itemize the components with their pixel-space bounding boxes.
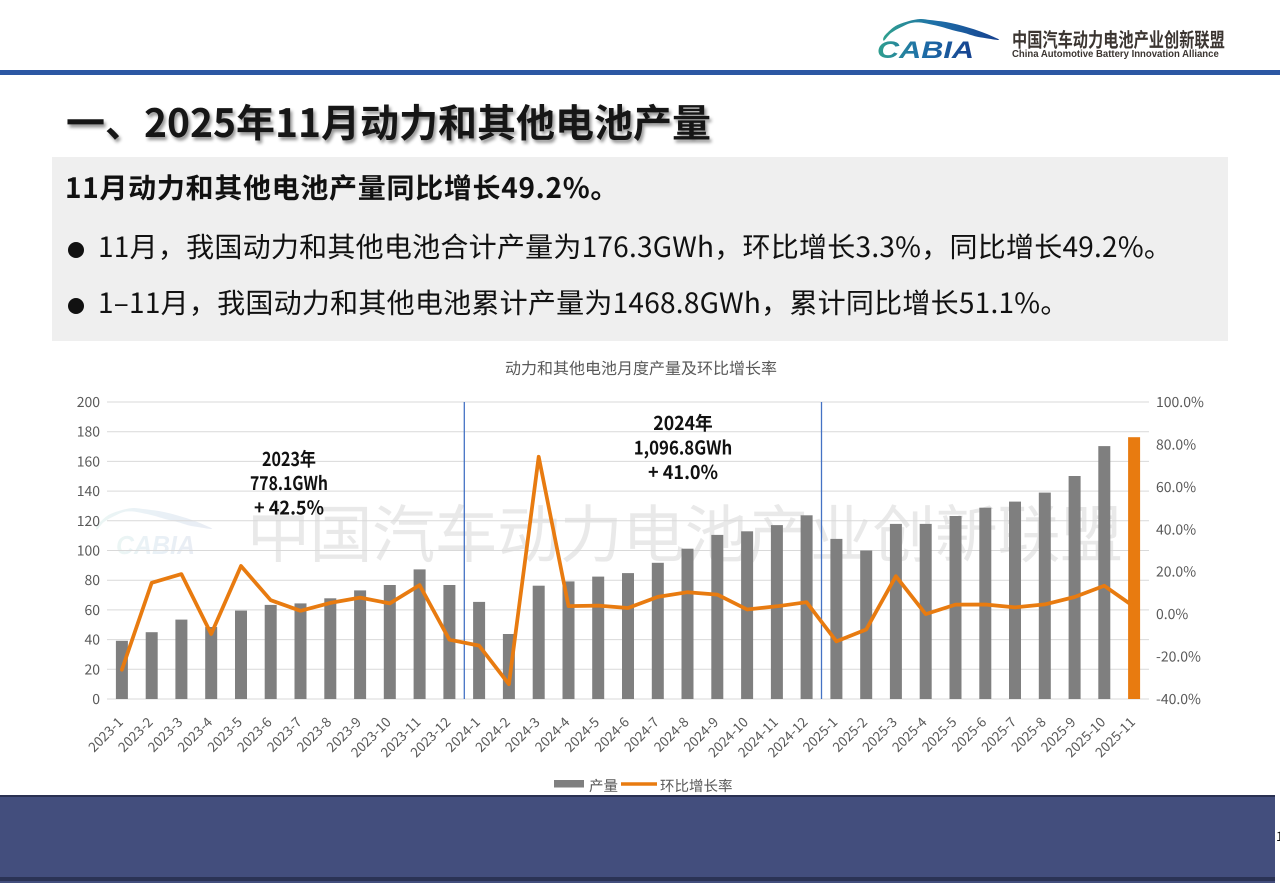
svg-text:2024年: 2024年 — [653, 409, 713, 436]
svg-text:-40.0%: -40.0% — [1156, 689, 1201, 709]
svg-text:+ 41.0%: + 41.0% — [648, 458, 718, 485]
svg-text:0: 0 — [92, 689, 100, 709]
svg-text:60.0%: 60.0% — [1156, 477, 1196, 497]
svg-text:200: 200 — [77, 392, 101, 412]
svg-text:动力和其他电池月度产量及环比增长率: 动力和其他电池月度产量及环比增长率 — [505, 355, 777, 379]
svg-text:20.0%: 20.0% — [1156, 562, 1196, 582]
svg-text:60: 60 — [84, 600, 100, 620]
svg-text:80: 80 — [84, 570, 100, 590]
svg-text:-20.0%: -20.0% — [1156, 647, 1201, 667]
svg-text:160: 160 — [77, 451, 101, 471]
svg-text:CABIA: CABIA — [116, 530, 195, 560]
svg-text:40.0%: 40.0% — [1156, 519, 1196, 539]
svg-text:1,096.8GWh: 1,096.8GWh — [634, 434, 733, 461]
svg-text:+ 42.5%: + 42.5% — [254, 494, 324, 521]
svg-text:100: 100 — [77, 541, 101, 561]
svg-text:120: 120 — [77, 511, 101, 531]
svg-text:180: 180 — [77, 422, 101, 442]
svg-text:20: 20 — [84, 659, 100, 679]
svg-text:0.0%: 0.0% — [1156, 604, 1188, 624]
svg-text:778.1GWh: 778.1GWh — [250, 469, 328, 496]
svg-text:产量: 产量 — [589, 775, 618, 796]
svg-text:80.0%: 80.0% — [1156, 434, 1196, 454]
svg-text:100.0%: 100.0% — [1156, 392, 1204, 412]
svg-text:140: 140 — [77, 481, 101, 501]
svg-text:2023年: 2023年 — [262, 445, 316, 472]
svg-text:40: 40 — [84, 630, 100, 650]
svg-text:环比增长率: 环比增长率 — [660, 775, 733, 796]
svg-text:CABIA: CABIA — [877, 37, 974, 64]
